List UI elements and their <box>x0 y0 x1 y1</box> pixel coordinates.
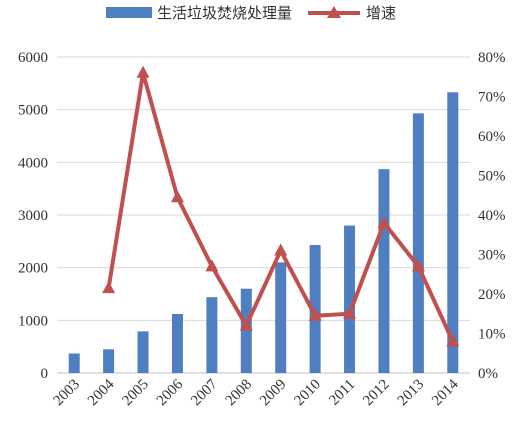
bar <box>137 331 149 373</box>
left-tick-label: 6000 <box>18 50 48 66</box>
left-tick-label: 2000 <box>18 261 48 277</box>
x-tick-label: 2008 <box>223 377 256 410</box>
line-point <box>170 190 184 203</box>
bar <box>275 262 287 373</box>
bar <box>344 225 356 373</box>
legend-line-label: 增速 <box>366 4 396 22</box>
left-axis-ticks: 0 1000 2000 3000 4000 5000 6000 <box>18 50 48 382</box>
left-tick-label: 4000 <box>18 155 48 171</box>
left-tick-label: 1000 <box>18 313 48 329</box>
left-tick-label: 3000 <box>18 208 48 224</box>
right-tick-label: 80% <box>478 50 506 66</box>
right-axis-ticks: 0% 10% 20% 30% 40% 50% 60% 70% 80% <box>478 50 506 382</box>
x-tick-label: 2007 <box>188 376 221 409</box>
legend: 生活垃圾焚烧处理量 增速 <box>106 4 396 22</box>
gridlines <box>57 56 470 374</box>
x-tick-label: 2004 <box>85 376 118 409</box>
x-tick-label: 2010 <box>291 377 324 410</box>
x-tick-label: 2013 <box>395 377 428 410</box>
legend-bar-swatch <box>106 7 152 18</box>
line-point <box>136 65 150 78</box>
x-tick-label: 2012 <box>360 377 393 410</box>
line-point <box>102 281 116 294</box>
legend-line-marker <box>327 6 341 18</box>
right-tick-label: 50% <box>478 169 506 185</box>
right-tick-label: 20% <box>478 287 506 303</box>
line-point <box>274 243 288 256</box>
x-tick-label: 2009 <box>257 377 290 410</box>
x-tick-label: 2011 <box>326 377 358 409</box>
line-point <box>239 318 253 331</box>
line-point <box>377 215 391 228</box>
legend-bar-label: 生活垃圾焚烧处理量 <box>157 4 292 22</box>
bar <box>412 113 424 373</box>
right-tick-label: 60% <box>478 129 506 145</box>
bar <box>171 314 183 373</box>
right-tick-label: 40% <box>478 208 506 224</box>
x-tick-label: 2005 <box>119 377 152 410</box>
line-point <box>308 308 322 321</box>
right-tick-label: 0% <box>478 366 498 382</box>
line-point <box>446 334 460 347</box>
bar <box>447 92 459 373</box>
line-point <box>411 259 425 272</box>
right-tick-label: 70% <box>478 90 506 106</box>
x-axis-ticks: 2003 2004 2005 2006 2007 2008 2009 2010 2011 2012… <box>51 376 462 409</box>
left-tick-label: 0 <box>41 366 49 382</box>
x-tick-label: 2006 <box>154 376 187 409</box>
line-series <box>102 65 460 347</box>
bar <box>378 169 390 373</box>
x-tick-label: 2003 <box>51 377 84 410</box>
x-tick-label: 2014 <box>429 376 462 409</box>
bar <box>68 353 80 373</box>
line-point <box>343 306 357 319</box>
bar <box>206 297 218 373</box>
line-point <box>205 259 219 272</box>
left-tick-label: 5000 <box>18 103 48 119</box>
bar <box>240 288 252 373</box>
bar-series <box>68 92 459 373</box>
bar <box>103 349 115 373</box>
right-tick-label: 10% <box>478 327 506 343</box>
right-tick-label: 30% <box>478 248 506 264</box>
